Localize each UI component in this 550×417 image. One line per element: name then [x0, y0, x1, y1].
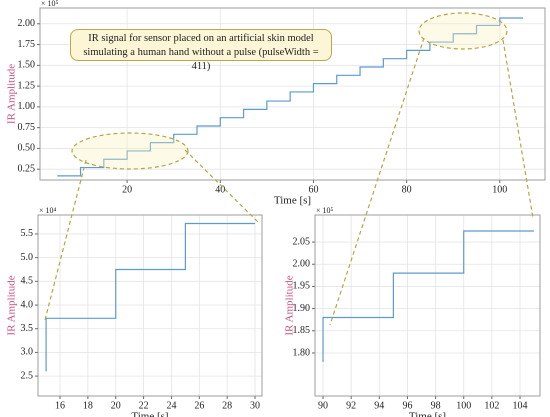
x-axis-label: Time [s] [409, 411, 446, 417]
signal-line [322, 230, 535, 362]
x-tick-label: 20 [111, 400, 121, 411]
x-tick-label: 90 [318, 400, 328, 411]
chart-title: IR signal for sensor placed on an artifi… [70, 29, 332, 72]
x-tick-label: 104 [513, 400, 528, 411]
x-axis-label: Time [s] [274, 195, 311, 207]
y-tick-label: 1.25 [18, 80, 36, 91]
y-multiplier: × 10⁵ [41, 0, 59, 8]
zoom-ellipse [418, 12, 508, 50]
y-axis-label: IR Amplitude [284, 275, 296, 335]
y-tick-label: 1.75 [18, 39, 36, 50]
zoom-indicators [44, 12, 534, 326]
x-tick-label: 92 [346, 400, 356, 411]
y-tick-label: 2.00 [18, 18, 36, 29]
y-tick-label: 1.50 [18, 60, 36, 71]
y-tick-label: 2.05 [293, 236, 311, 247]
x-tick-label: 98 [431, 400, 441, 411]
y-tick-label: 2.00 [293, 259, 311, 270]
signal-line [45, 222, 256, 372]
connector [184, 149, 259, 223]
y-tick-label: 1.85 [293, 325, 311, 336]
y-tick-label: 3.5 [21, 323, 34, 334]
y-multiplier: × 10⁴ [39, 206, 57, 215]
connector [329, 37, 425, 326]
x-tick-label: 94 [374, 400, 384, 411]
plot-frame [39, 7, 546, 181]
x-tick-label: 96 [402, 400, 412, 411]
plot-frame [314, 214, 541, 397]
y-axis-label: IR Amplitude [6, 275, 18, 335]
x-tick-label: 40 [215, 184, 225, 195]
y-tick-label: 4.5 [21, 276, 34, 287]
y-tick-label: 3.0 [21, 347, 34, 358]
connector [502, 39, 534, 219]
y-tick-label: 1.80 [293, 347, 311, 358]
zoom-ellipse [71, 132, 189, 170]
y-tick-label: 0.75 [18, 122, 36, 133]
x-tick-label: 24 [166, 400, 176, 411]
y-tick-label: 0.50 [18, 143, 36, 154]
x-tick-label: 16 [55, 400, 65, 411]
x-tick-label: 20 [122, 184, 132, 195]
x-tick-label: 22 [139, 400, 149, 411]
signal-line [57, 17, 524, 177]
x-tick-label: 100 [456, 400, 471, 411]
plot-area [37, 214, 263, 397]
plot-frame [37, 214, 263, 397]
y-axis-label: IR Amplitude [6, 64, 18, 124]
y-tick-label: 1.90 [293, 303, 311, 314]
x-tick-label: 102 [484, 400, 499, 411]
x-tick-label: 18 [83, 400, 93, 411]
x-tick-label: 26 [194, 400, 204, 411]
y-tick-label: 0.25 [18, 163, 36, 174]
y-tick-label: 1.95 [293, 281, 311, 292]
x-tick-label: 80 [402, 184, 412, 195]
y-tick-label: 5.0 [21, 252, 34, 263]
y-multiplier: × 10⁵ [316, 206, 334, 215]
x-axis-label: Time [s] [131, 411, 168, 417]
y-tick-label: 5.5 [21, 228, 34, 239]
x-tick-label: 30 [250, 400, 260, 411]
x-tick-label: 28 [222, 400, 232, 411]
x-tick-label: 100 [492, 184, 507, 195]
y-tick-label: 2.5 [21, 370, 34, 381]
x-tick-label: 60 [308, 184, 318, 195]
y-tick-label: 1.00 [18, 101, 36, 112]
y-tick-label: 4.0 [21, 299, 34, 310]
